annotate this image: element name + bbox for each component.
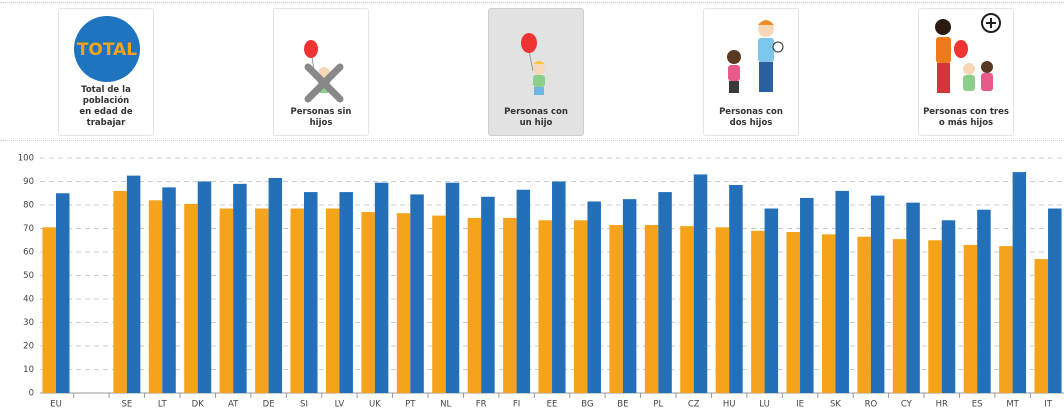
y-tick-label: 60: [23, 248, 34, 258]
y-tick-label: 20: [23, 342, 34, 352]
x-tick-label: FI: [513, 400, 520, 410]
bar: [857, 237, 871, 393]
bar: [893, 239, 907, 393]
bar: [871, 196, 885, 393]
bar: [822, 234, 836, 393]
bar: [552, 182, 566, 394]
bar: [198, 182, 212, 394]
bar: [645, 225, 659, 393]
x-tick-label: IE: [796, 400, 804, 410]
x-tick-label: BE: [617, 400, 628, 410]
bar: [1035, 259, 1049, 393]
x-tick-label: EE: [547, 400, 558, 410]
bar: [964, 245, 978, 393]
bar: [835, 191, 849, 393]
bar: [43, 227, 57, 393]
bar: [468, 218, 482, 393]
chart: 0 10 20 30 40 50 60 70 80 90 100 EU SE LT DK AT DE SI LV UK…: [0, 0, 1064, 410]
bar: [339, 192, 353, 393]
bar: [481, 197, 495, 393]
bar: [928, 240, 942, 393]
bar: [375, 183, 389, 393]
x-tick-label: ES: [972, 400, 983, 410]
y-tick-label: 70: [23, 224, 34, 234]
y-tick-label: 90: [23, 177, 34, 187]
bar: [361, 212, 375, 393]
x-tick-label: CY: [901, 400, 913, 410]
x-tick-label: DK: [192, 400, 205, 410]
bar: [446, 183, 460, 393]
bar: [609, 225, 623, 393]
bar: [517, 190, 531, 393]
y-tick-label: 10: [23, 365, 34, 375]
bar: [539, 220, 553, 393]
y-tick-label: 50: [23, 271, 34, 281]
bar: [574, 220, 588, 393]
bar: [56, 193, 70, 393]
bar: [233, 184, 247, 393]
x-tick-label: PL: [653, 400, 663, 410]
x-tick-label: PT: [405, 400, 416, 410]
x-tick-label: BG: [581, 400, 593, 410]
x-tick-label: DE: [263, 400, 275, 410]
bar: [623, 199, 637, 393]
y-tick-label: 0: [29, 389, 34, 399]
y-tick-label: 80: [23, 201, 34, 211]
x-tick-label: LT: [158, 400, 168, 410]
bar: [503, 218, 516, 393]
bar: [269, 178, 283, 393]
bar: [751, 231, 765, 393]
bar: [410, 194, 424, 393]
page: {"buttons": [ {"icon_text": "TOTAL", "li…: [0, 0, 1064, 410]
bar: [658, 192, 672, 393]
y-tick-label: 30: [23, 318, 34, 328]
bar: [304, 192, 318, 393]
bar: [255, 209, 269, 393]
x-tick-label: MT: [1006, 400, 1019, 410]
bar: [587, 201, 601, 393]
x-tick-label: NL: [440, 400, 451, 410]
bar: [291, 209, 305, 393]
bar: [113, 191, 127, 393]
bar: [729, 185, 743, 393]
x-tick-label: FR: [476, 400, 487, 410]
bar: [1013, 172, 1027, 393]
bar: [977, 210, 991, 393]
x-tick-label: RO: [865, 400, 878, 410]
x-tick-label: IT: [1044, 400, 1053, 410]
y-tick-label: 100: [18, 154, 34, 164]
x-tick-label: SK: [830, 400, 841, 410]
y-tick-label: 40: [23, 295, 34, 305]
bar: [432, 216, 446, 393]
bar: [220, 209, 234, 393]
x-tick-label: SE: [121, 400, 132, 410]
bar: [694, 174, 708, 393]
x-tick-label: HU: [723, 400, 736, 410]
bar: [162, 187, 176, 393]
x-tick-label: CZ: [688, 400, 700, 410]
bar: [999, 246, 1013, 393]
x-tick-label: SI: [300, 400, 308, 410]
bar: [716, 227, 730, 393]
x-tick-label: AT: [228, 400, 239, 410]
bar: [397, 213, 411, 393]
bar: [765, 209, 779, 393]
bar: [127, 176, 141, 393]
x-tick-label: EU: [50, 400, 62, 410]
bar: [326, 209, 340, 393]
bar: [787, 232, 801, 393]
bar: [942, 220, 956, 393]
bar: [184, 204, 198, 393]
x-tick-label: UK: [369, 400, 381, 410]
bar: [800, 198, 814, 393]
bar: [906, 203, 920, 393]
x-tick-label: HR: [936, 400, 948, 410]
x-tick-label: LV: [335, 400, 345, 410]
x-tick-label: LU: [759, 400, 770, 410]
bar: [1048, 209, 1062, 393]
bar: [680, 226, 694, 393]
bar: [149, 200, 163, 393]
